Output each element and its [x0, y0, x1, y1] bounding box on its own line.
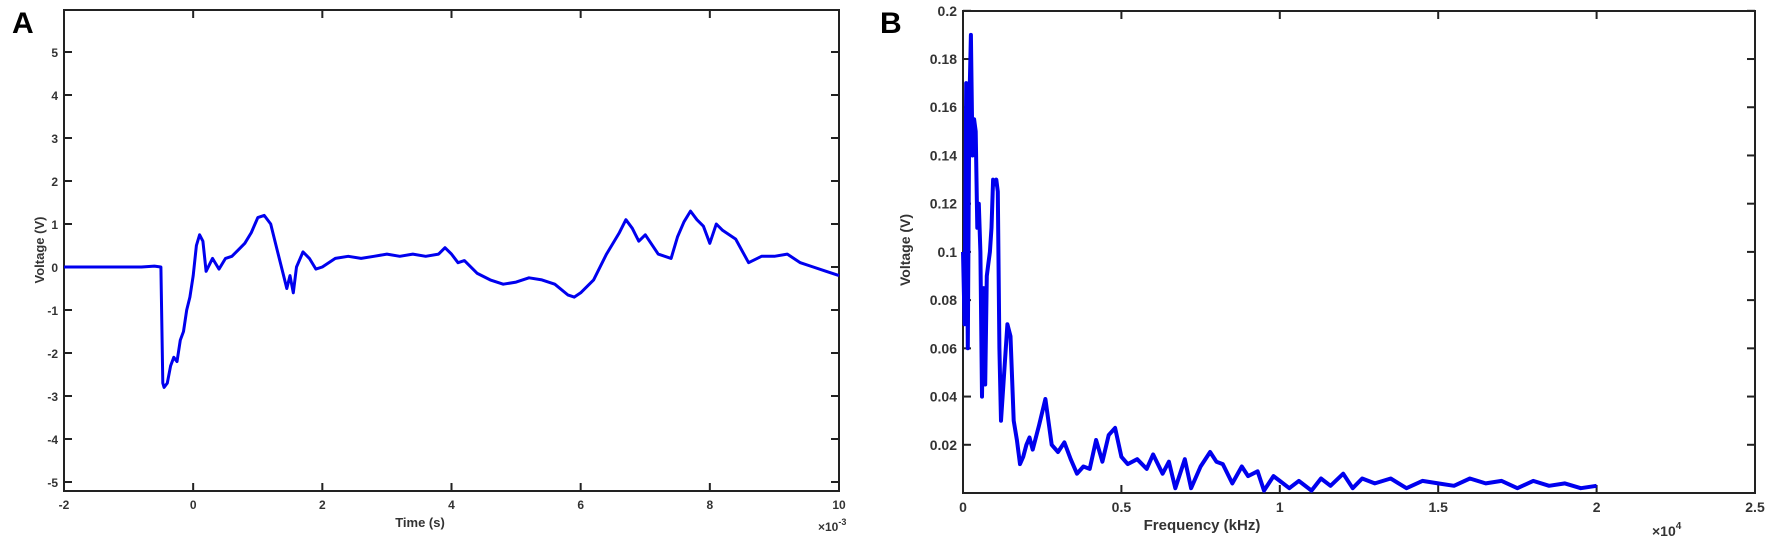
panel-b-x-axis-label: Frequency (kHz) [1144, 517, 1261, 534]
y-tick-label: 0.2 [938, 3, 958, 19]
x-tick-label: 10 [832, 498, 846, 512]
panel-b-x-tick-labels: 0 0.5 1 1.5 2 2.5 [959, 499, 1765, 515]
panel-a-ticks [63, 10, 840, 491]
panel-b-x-exponent: ×104 [1652, 521, 1682, 539]
y-tick-label: 0.16 [930, 99, 957, 115]
x-tick-label: 0 [959, 499, 967, 515]
panel-a-axes-box [63, 9, 840, 492]
y-tick-label: 3 [51, 132, 58, 146]
x-tick-label: 2 [319, 498, 326, 512]
y-tick-label: 0.1 [938, 244, 958, 260]
y-tick-label: 0.02 [930, 437, 957, 453]
x-tick-label: 8 [706, 498, 713, 512]
panel-a-voltage-line [64, 209, 840, 389]
y-tick-label: 0.14 [930, 147, 957, 163]
y-tick-label: -1 [47, 304, 58, 318]
y-tick-label: 0.04 [930, 389, 957, 405]
x-tick-label: 6 [577, 498, 584, 512]
panel-b-label: B [880, 7, 902, 40]
y-tick-label: 0.18 [930, 51, 957, 67]
panel-b-ticks [962, 9, 1756, 493]
panel-a-x-axis-label: Time (s) [395, 515, 445, 530]
y-tick-label: -3 [47, 390, 58, 404]
y-tick-label: 0 [51, 261, 58, 275]
panel-a-y-axis-label: Voltage (V) [32, 217, 47, 284]
x-tick-label: 0.5 [1112, 499, 1132, 515]
x-tick-label: 0 [190, 498, 197, 512]
panel-b-axes-box [962, 10, 1756, 494]
x-tick-label: 2 [1593, 499, 1601, 515]
panel-a-time-domain-chart: A -5 -4 -3 -2 -1 0 1 2 3 4 5 -2 0 2 4 6 8 10 Time (s) Vo… [12, 7, 846, 534]
panel-b-y-axis-label: Voltage (V) [897, 214, 913, 286]
y-tick-label: -5 [47, 476, 58, 490]
y-tick-label: 4 [51, 89, 58, 103]
panel-b-frequency-spectrum-chart: B 0.02 0.04 0.06 0.08 0.1 0.12 0.14 0.16 0.18 0.2… [880, 3, 1765, 539]
y-tick-label: 5 [51, 46, 58, 60]
panel-b-spectrum-line [961, 32, 1597, 493]
panel-a-x-exponent: ×10-3 [818, 517, 846, 534]
panel-a-y-tick-labels: -5 -4 -3 -2 -1 0 1 2 3 4 5 [47, 46, 58, 490]
y-tick-label: 0.08 [930, 292, 957, 308]
x-tick-label: 1.5 [1428, 499, 1448, 515]
y-tick-label: -4 [47, 433, 58, 447]
x-tick-label: -2 [59, 498, 70, 512]
y-tick-label: 2 [51, 175, 58, 189]
y-tick-label: -2 [47, 347, 58, 361]
x-tick-label: 1 [1276, 499, 1284, 515]
y-tick-label: 1 [51, 218, 58, 232]
x-tick-label: 4 [448, 498, 455, 512]
panel-a-x-tick-labels: -2 0 2 4 6 8 10 [59, 498, 846, 512]
x-tick-label: 2.5 [1745, 499, 1765, 515]
panel-b-y-tick-labels: 0.02 0.04 0.06 0.08 0.1 0.12 0.14 0.16 0.18 0.2 [930, 3, 957, 453]
y-tick-label: 0.06 [930, 340, 957, 356]
y-tick-label: 0.12 [930, 196, 957, 212]
panel-a-label: A [12, 7, 34, 40]
